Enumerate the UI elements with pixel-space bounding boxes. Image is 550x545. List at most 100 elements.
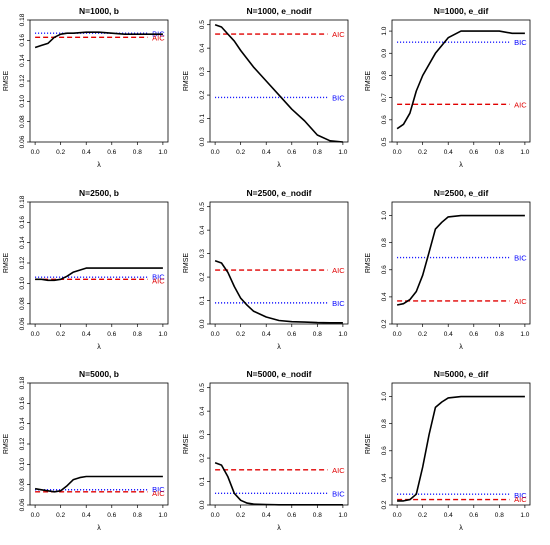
x-axis-label: λ (277, 344, 281, 351)
rmse-series-line (214, 462, 343, 506)
x-tick-label: 1.0 (520, 149, 529, 156)
y-tick-label: 0.08 (19, 115, 26, 128)
x-axis-label: λ (459, 344, 463, 351)
x-tick-label: 0.4 (82, 331, 91, 338)
x-axis-label: λ (277, 162, 281, 169)
y-tick-label: 0.5 (381, 137, 388, 146)
rmse-series-line (34, 475, 163, 493)
x-tick-label: 0.4 (82, 512, 91, 519)
panel-title: N=1000, b (79, 6, 119, 16)
x-tick-label: 0.2 (236, 149, 245, 156)
y-tick-label: 0.10 (19, 95, 26, 108)
panel-9: N=5000, e_dif 0.0 0.2 0.4 0.6 0.8 1.0 λ 0.2 0.4 0.… (365, 369, 531, 532)
y-tick-label: 0.2 (199, 272, 206, 281)
panel-title: N=2500, e_dif (434, 188, 489, 198)
x-axis-label: λ (97, 162, 101, 169)
y-tick-label: 0.2 (199, 453, 206, 462)
x-tick-label: 0.2 (236, 512, 245, 519)
bic-label: BIC (514, 38, 527, 47)
x-tick-label: 0.2 (418, 512, 427, 519)
y-axis-label: RMSE (183, 253, 190, 274)
y-tick-label: 0.14 (19, 417, 26, 430)
x-tick-label: 0.8 (133, 331, 142, 338)
x-tick-label: 0.0 (31, 512, 40, 519)
x-tick-label: 1.0 (520, 331, 529, 338)
x-axis-label: λ (277, 525, 281, 532)
x-tick-label: 0.8 (313, 331, 322, 338)
x-tick-label: 0.6 (107, 512, 116, 519)
panel-3: N=1000, e_dif 0.0 0.2 0.4 0.6 0.8 1.0 λ 0.5 0.6 0.… (365, 6, 531, 169)
x-tick-label: 0.8 (495, 149, 504, 156)
y-tick-label: 0.16 (19, 397, 26, 410)
y-tick-label: 0.06 (19, 317, 26, 330)
rmse-series-line (35, 267, 163, 282)
bic-label: BIC (332, 299, 345, 308)
plot-frame (391, 201, 531, 325)
bic-label: BIC (332, 489, 345, 498)
y-tick-label: 0.8 (381, 419, 388, 428)
x-tick-label: 1.0 (158, 149, 167, 156)
aic-label: AIC (514, 495, 527, 504)
aic-label: AIC (514, 297, 527, 306)
rmse-series-line (396, 214, 525, 306)
y-tick-label: 1.0 (381, 26, 388, 35)
x-tick-label: 0.4 (262, 512, 271, 519)
y-tick-label: 0.3 (199, 430, 206, 439)
y-tick-label: 0.6 (381, 265, 388, 274)
y-tick-label: 0.4 (199, 225, 206, 234)
y-tick-label: 0.5 (199, 202, 206, 211)
x-tick-label: 1.0 (158, 331, 167, 338)
y-tick-label: 0.6 (381, 115, 388, 124)
y-axis-label: RMSE (3, 71, 10, 92)
y-tick-label: 0.8 (381, 238, 388, 247)
y-tick-label: 0.12 (19, 437, 26, 450)
panel-title: N=5000, b (79, 369, 119, 379)
y-tick-label: 0.1 (199, 114, 206, 123)
x-tick-label: 0.8 (495, 331, 504, 338)
y-axis-label: RMSE (183, 434, 190, 455)
x-axis-label: λ (459, 162, 463, 169)
aic-label: AIC (332, 266, 345, 275)
x-tick-label: 0.8 (313, 149, 322, 156)
y-axis-label: RMSE (365, 434, 372, 455)
x-tick-label: 0.6 (469, 149, 478, 156)
panel-4: N=2500, b 0.0 0.2 0.4 0.6 0.8 1.0 λ 0.06 0.08 0.10… (3, 188, 169, 351)
plot-frame (209, 382, 349, 506)
y-tick-label: 0.18 (19, 13, 26, 26)
x-tick-label: 0.2 (418, 149, 427, 156)
rmse-series-line (34, 31, 163, 49)
x-tick-label: 0.6 (287, 331, 296, 338)
bic-label: BIC (152, 272, 165, 281)
x-tick-label: 0.0 (211, 331, 220, 338)
x-tick-label: 0.4 (82, 149, 91, 156)
panel-2: N=1000, e_nodif 0.0 0.2 0.4 0.6 0.8 1.0 λ 0.0 0.1… (183, 6, 349, 169)
plot-frame (29, 19, 169, 143)
y-tick-label: 0.10 (19, 277, 26, 290)
y-tick-label: 0.1 (199, 296, 206, 305)
aic-label: AIC (152, 489, 165, 498)
x-tick-label: 0.0 (393, 512, 402, 519)
y-tick-label: 0.2 (199, 90, 206, 99)
y-axis-label: RMSE (3, 253, 10, 274)
y-tick-label: 0.2 (381, 500, 388, 509)
x-tick-label: 0.0 (211, 512, 220, 519)
x-tick-label: 0.6 (469, 512, 478, 519)
y-tick-label: 0.0 (199, 319, 206, 328)
y-tick-label: 0.8 (381, 71, 388, 80)
panel-title: N=5000, e_dif (434, 369, 489, 379)
y-tick-label: 0.14 (19, 54, 26, 67)
x-tick-label: 1.0 (158, 512, 167, 519)
y-tick-label: 0.5 (199, 20, 206, 29)
y-tick-label: 0.4 (381, 473, 388, 482)
x-tick-label: 1.0 (338, 512, 347, 519)
aic-label: AIC (514, 100, 527, 109)
y-tick-label: 1.0 (381, 211, 388, 220)
x-tick-label: 0.0 (211, 149, 220, 156)
y-tick-label: 0.06 (19, 498, 26, 511)
y-axis-label: RMSE (183, 71, 190, 92)
y-tick-label: 0.12 (19, 74, 26, 87)
panel-title: N=2500, e_nodif (247, 188, 312, 198)
y-axis-label: RMSE (3, 434, 10, 455)
panel-title: N=1000, e_nodif (247, 6, 312, 16)
y-axis-label: RMSE (365, 253, 372, 274)
